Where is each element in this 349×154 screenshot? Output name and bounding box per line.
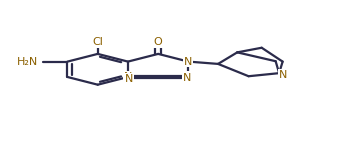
Text: N: N <box>184 57 193 67</box>
Text: Cl: Cl <box>92 37 103 47</box>
Text: O: O <box>154 37 163 47</box>
Text: N: N <box>279 70 288 80</box>
Text: N: N <box>125 74 133 84</box>
Text: N: N <box>124 72 132 82</box>
Text: N: N <box>183 73 191 83</box>
Text: N: N <box>184 72 193 82</box>
Text: H₂N: H₂N <box>17 57 38 67</box>
